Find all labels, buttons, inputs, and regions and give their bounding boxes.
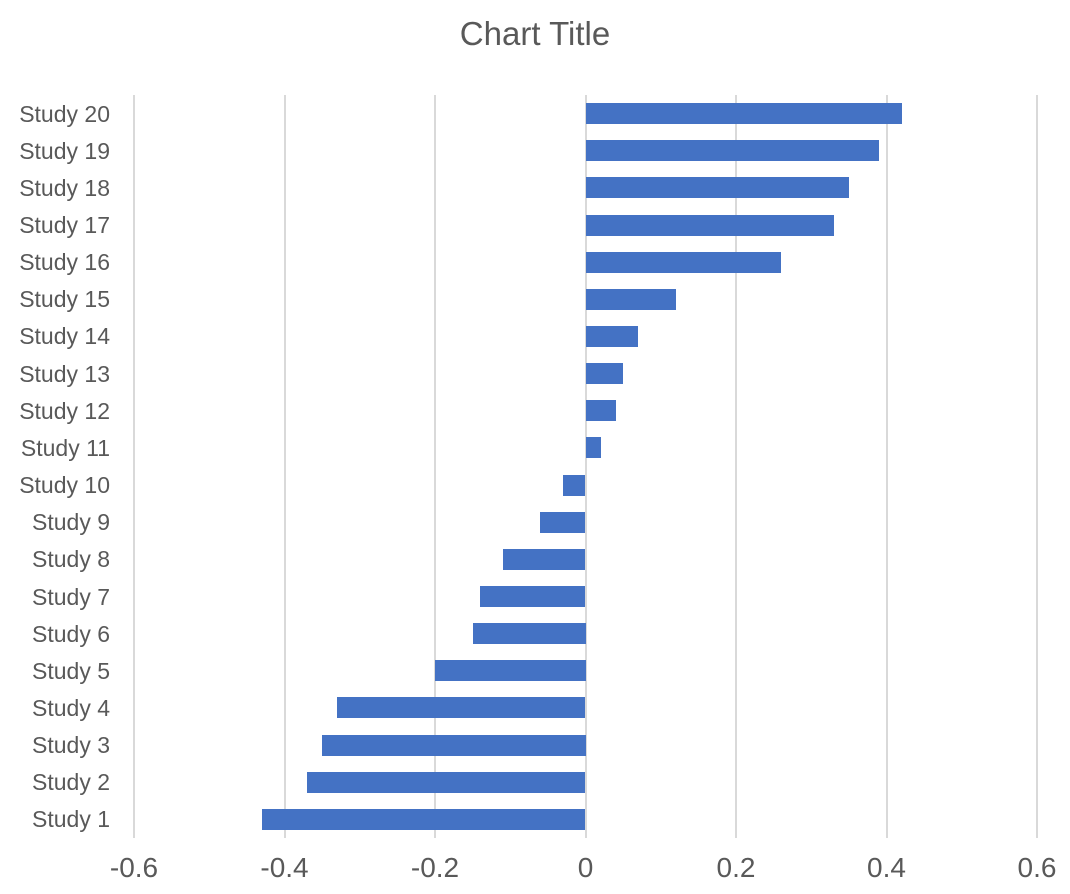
bar-study-9 <box>540 511 586 533</box>
x-axis-tick-label: 0.6 <box>1017 852 1057 883</box>
y-axis-label-study-20: Study 20 <box>19 100 110 127</box>
bar-study-6 <box>472 623 586 645</box>
y-axis-label-study-12: Study 12 <box>19 397 110 424</box>
bar-study-4 <box>337 697 586 719</box>
x-axis-tick-label: 0.2 <box>716 852 756 883</box>
y-axis-label-study-1: Study 1 <box>32 806 110 833</box>
bar-study-8 <box>502 548 586 570</box>
y-axis-label-study-18: Study 18 <box>19 174 110 201</box>
y-axis-label-study-3: Study 3 <box>32 732 110 759</box>
gridline <box>735 95 737 838</box>
bar-study-1 <box>261 808 586 830</box>
y-axis-label-study-6: Study 6 <box>32 620 110 647</box>
bar-study-7 <box>480 586 586 608</box>
bar-study-5 <box>435 660 586 682</box>
gridline <box>133 95 135 838</box>
x-axis-tick-label: -0.4 <box>260 852 309 883</box>
y-axis-label-study-4: Study 4 <box>32 694 110 721</box>
gridline <box>283 95 286 838</box>
bar-study-10 <box>562 474 586 496</box>
bar-study-16 <box>585 251 782 273</box>
y-axis-label-study-17: Study 17 <box>19 212 110 239</box>
x-axis-tick-label: 0.4 <box>867 852 906 883</box>
y-axis-label-study-19: Study 19 <box>19 137 110 164</box>
bar-study-20 <box>585 103 902 125</box>
bar-study-2 <box>307 771 586 793</box>
y-axis-label-study-2: Study 2 <box>32 769 110 796</box>
y-axis-label-study-10: Study 10 <box>19 472 110 499</box>
chart-title: Chart Title <box>459 15 611 52</box>
y-axis-label-study-7: Study 7 <box>32 583 110 610</box>
bar-study-17 <box>585 214 834 236</box>
gridline <box>1036 95 1038 838</box>
y-axis-label-study-8: Study 8 <box>32 546 110 573</box>
y-axis-label-study-16: Study 16 <box>19 249 110 276</box>
x-axis-tick-label: -0.6 <box>109 852 159 883</box>
bar-study-18 <box>585 177 849 199</box>
bar-study-14 <box>585 325 639 347</box>
gridline <box>584 95 587 838</box>
bar-study-12 <box>585 400 616 422</box>
bar-study-11 <box>585 437 601 459</box>
y-axis-label-study-13: Study 13 <box>19 360 110 387</box>
gridline <box>885 95 888 838</box>
y-axis-label-study-9: Study 9 <box>32 509 110 536</box>
gridline <box>434 95 436 838</box>
y-axis-label-study-11: Study 11 <box>20 434 110 461</box>
bar-study-15 <box>585 288 676 310</box>
bar-study-3 <box>322 734 586 756</box>
bar-study-19 <box>585 140 879 162</box>
y-axis-label-study-5: Study 5 <box>32 657 110 684</box>
x-axis-tick-label: -0.2 <box>410 852 460 883</box>
y-axis-label-study-15: Study 15 <box>19 286 110 313</box>
bar-study-13 <box>585 363 624 385</box>
y-axis-label-study-14: Study 14 <box>19 323 110 350</box>
x-axis-tick-label: 0 <box>577 852 594 883</box>
